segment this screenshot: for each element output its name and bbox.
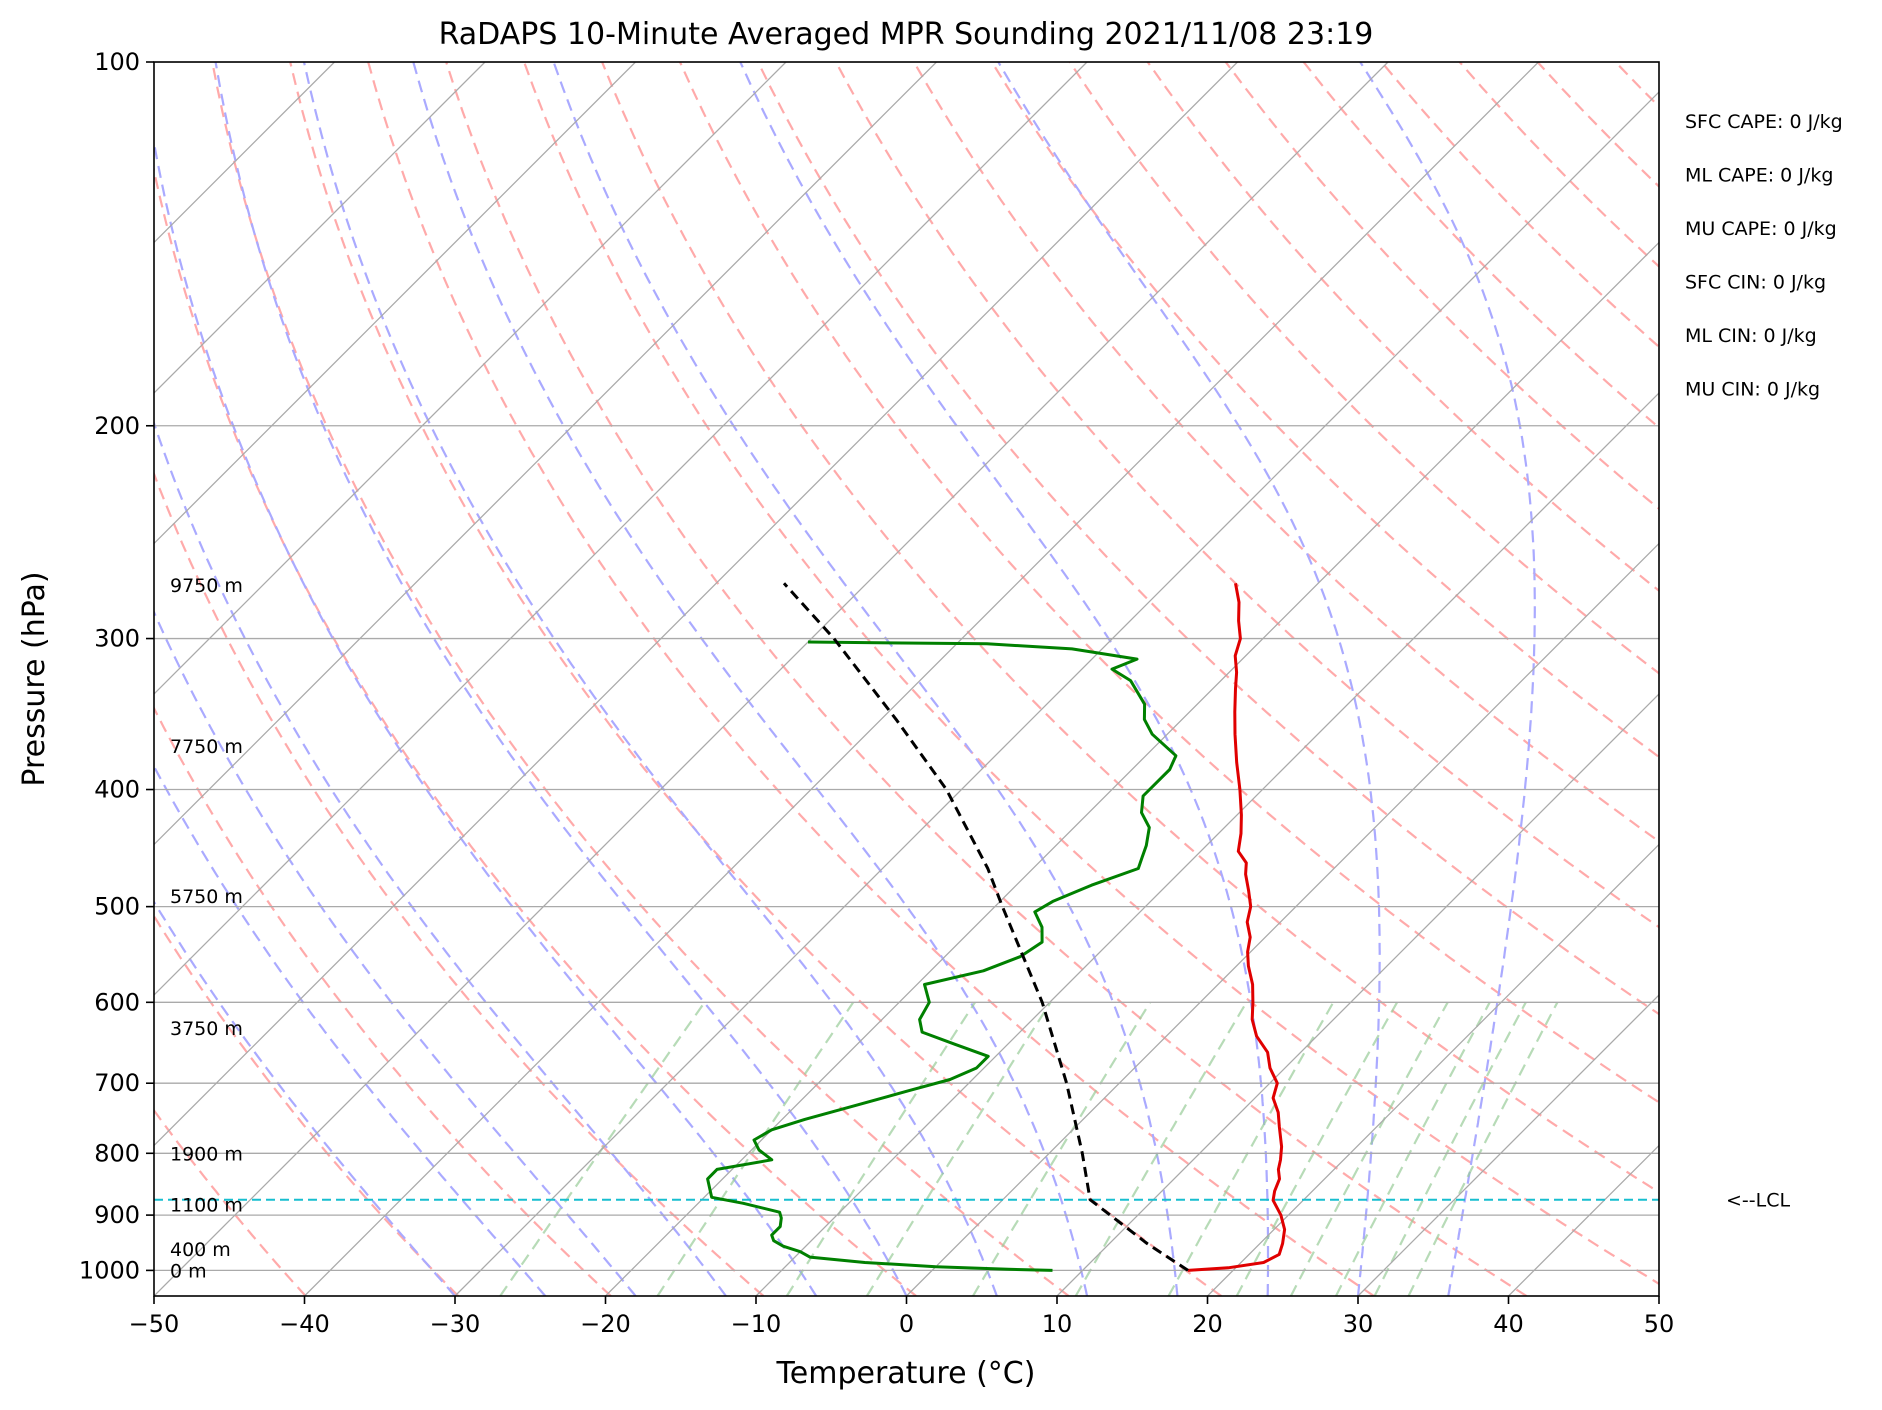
x-axis-title: Temperature (°C) xyxy=(776,1356,1036,1391)
dry-adiabat-line xyxy=(134,62,916,1296)
x-tick-label: 40 xyxy=(1493,1310,1524,1338)
isotherm-line xyxy=(756,62,1882,1296)
height-label: 1100 m xyxy=(170,1194,243,1216)
dry-adiabat-line xyxy=(602,62,1832,1296)
mixing-ratio-line xyxy=(973,1002,1150,1296)
isotherm-line xyxy=(1509,62,1882,1296)
isotherm-line xyxy=(606,62,1840,1296)
chart-title: RaDAPS 10-Minute Averaged MPR Sounding 2… xyxy=(439,17,1374,52)
x-tick-label: 20 xyxy=(1192,1310,1223,1338)
y-tick-label: 700 xyxy=(94,1069,140,1097)
moist-adiabat-line xyxy=(142,62,817,1296)
stability-index-label: MU CIN: 0 J/kg xyxy=(1685,379,1820,401)
y-tick-label: 900 xyxy=(94,1201,140,1229)
isotherm-line xyxy=(0,62,485,1296)
isotherm-line xyxy=(0,62,1087,1296)
isotherm-line xyxy=(0,62,636,1296)
moist-adiabat-line xyxy=(0,62,455,1296)
dry-adiabat-line xyxy=(1070,62,1882,1296)
height-label: 7750 m xyxy=(170,736,243,758)
y-tick-label: 400 xyxy=(94,776,140,804)
isotherm-line xyxy=(0,62,937,1296)
isotherm-line xyxy=(1358,62,1882,1296)
mixing-ratio-line xyxy=(1291,1002,1448,1296)
mixing-ratio-line xyxy=(787,1002,975,1296)
x-tick-label: 50 xyxy=(1644,1310,1675,1338)
dry-adiabat-line xyxy=(1382,62,1882,1296)
stability-index-label: SFC CIN: 0 J/kg xyxy=(1685,272,1826,294)
isotherm-line xyxy=(0,62,786,1296)
dry-adiabat-line xyxy=(1226,62,1882,1296)
y-tick-label: 1000 xyxy=(79,1256,140,1284)
isotherm-line xyxy=(1208,62,1882,1296)
dry-adiabat-line xyxy=(680,62,1882,1296)
y-axis-title: Pressure (hPa) xyxy=(17,571,52,786)
x-tick-label: −30 xyxy=(430,1310,481,1338)
y-tick-label: 500 xyxy=(94,893,140,921)
height-label: 5750 m xyxy=(170,886,243,908)
dry-adiabat-line xyxy=(1538,62,1882,1296)
isotherm-line xyxy=(4,62,1238,1296)
x-tick-label: 0 xyxy=(899,1310,914,1338)
dry-adiabat-line xyxy=(524,62,1679,1296)
dry-adiabat-line xyxy=(914,62,1882,1296)
y-tick-label: 300 xyxy=(94,625,140,653)
moist-adiabat-line xyxy=(998,62,1379,1296)
height-label: 9750 m xyxy=(170,575,243,597)
stability-index-label: ML CIN: 0 J/kg xyxy=(1685,325,1817,347)
moist-adiabat-line xyxy=(0,62,545,1296)
isotherm-line xyxy=(1057,62,1882,1296)
dry-adiabat-line xyxy=(0,62,611,1296)
x-tick-label: 30 xyxy=(1343,1310,1374,1338)
mixing-ratio-line xyxy=(1336,1002,1490,1296)
dry-adiabat-line xyxy=(56,62,763,1296)
mixing-ratio-line xyxy=(1237,1002,1397,1296)
dry-adiabat-line xyxy=(758,62,1882,1296)
y-tick-label: 100 xyxy=(94,48,140,76)
isotherm-line xyxy=(1659,62,1882,1296)
moist-adiabat-line xyxy=(740,62,1268,1296)
dry-adiabat-line xyxy=(0,62,458,1296)
dry-adiabat-line xyxy=(836,62,1882,1296)
x-tick-label: 10 xyxy=(1042,1310,1073,1338)
y-tick-label: 600 xyxy=(94,988,140,1016)
dry-adiabat-line xyxy=(1693,62,1882,1296)
moist-adiabat-line xyxy=(413,62,1087,1296)
x-tick-label: −20 xyxy=(580,1310,631,1338)
moist-adiabat-line xyxy=(304,62,997,1296)
x-tick-label: −10 xyxy=(731,1310,782,1338)
isotherm-line xyxy=(305,62,1539,1296)
height-label: 1900 m xyxy=(170,1143,243,1165)
moist-adiabat-line xyxy=(1360,62,1535,1296)
height-label: 400 m xyxy=(170,1239,231,1261)
height-label: 3750 m xyxy=(170,1018,243,1040)
x-tick-label: −50 xyxy=(129,1310,180,1338)
stability-index-label: MU CAPE: 0 J/kg xyxy=(1685,218,1837,240)
dry-adiabat-line xyxy=(1304,62,1882,1296)
mixing-ratio-line xyxy=(658,1002,854,1296)
height-label: 0 m xyxy=(170,1260,207,1282)
stability-index-label: ML CAPE: 0 J/kg xyxy=(1685,165,1833,187)
plot-frame xyxy=(154,62,1659,1296)
isotherm-line xyxy=(154,62,1388,1296)
y-tick-label: 200 xyxy=(94,412,140,440)
x-tick-label: −40 xyxy=(279,1310,330,1338)
y-tick-label: 800 xyxy=(94,1139,140,1167)
mixing-ratio-line xyxy=(1409,1002,1558,1296)
moist-adiabat-line xyxy=(77,62,726,1296)
moist-adiabat-line xyxy=(19,62,636,1296)
lcl-label: <--LCL xyxy=(1726,1190,1790,1212)
dry-adiabat-line xyxy=(1616,62,1882,1296)
dry-adiabat-line xyxy=(446,62,1526,1296)
stability-index-label: SFC CAPE: 0 J/kg xyxy=(1685,111,1843,133)
